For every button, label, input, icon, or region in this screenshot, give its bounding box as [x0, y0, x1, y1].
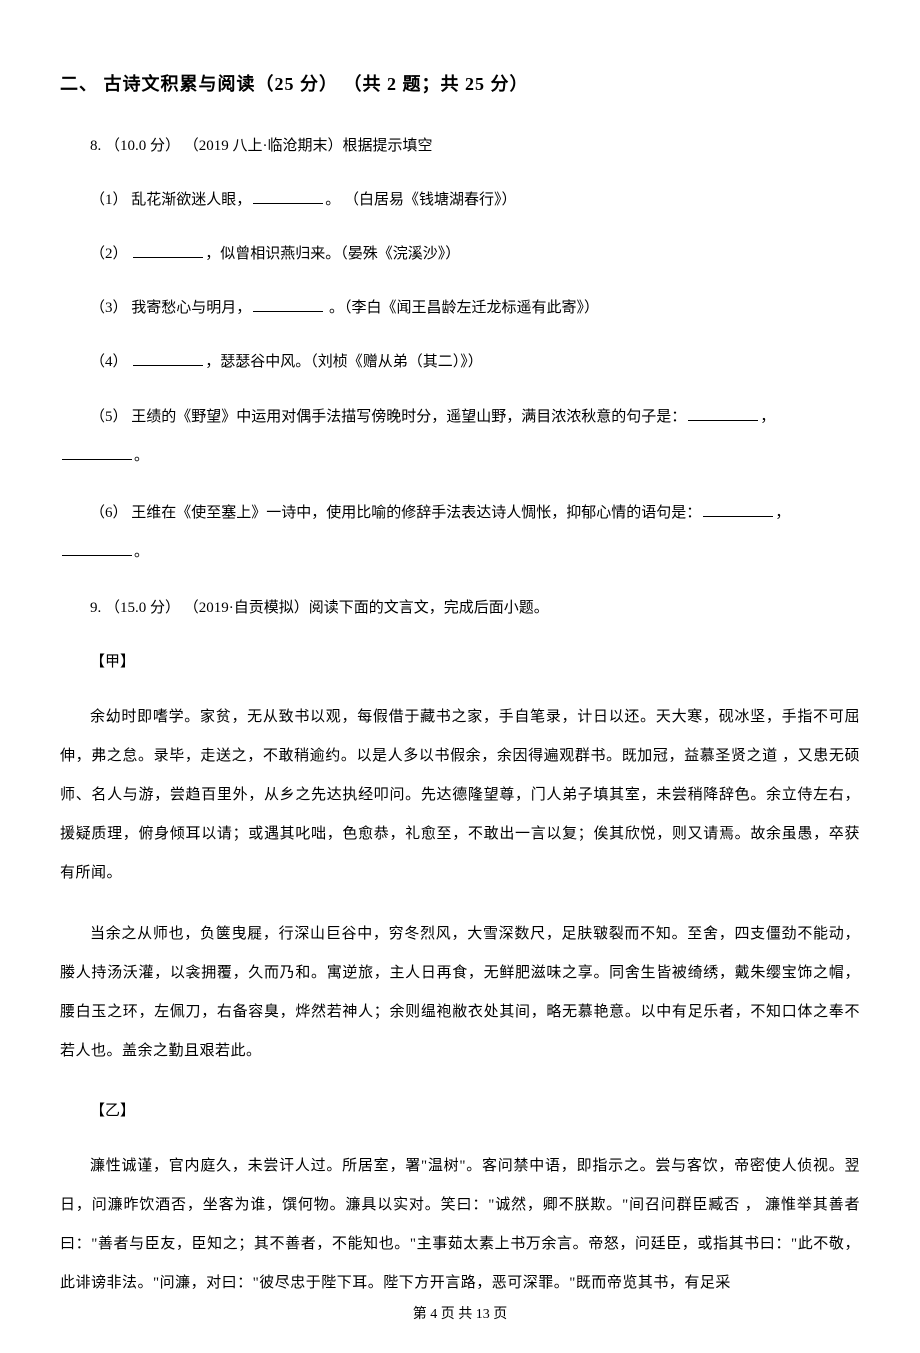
q8-sub-6: （6） 王维在《使至塞上》一诗中，使用比喻的修辞手法表达诗人惆怅，抑郁心情的语句… [60, 494, 860, 572]
question-8-header: 8. （10.0 分） （2019 八上·临沧期末）根据提示填空 [60, 128, 860, 164]
blank-input [133, 351, 203, 366]
passage-yi-p1: 濂性诚谨，官内庭久，未尝讦人过。所居室，署"温树"。客问禁中语，即指示之。尝与客… [60, 1147, 860, 1303]
q8-s2-post: ，似曾相识燕归来。（晏殊《浣溪沙》） [205, 246, 460, 262]
blank-input [253, 297, 323, 312]
blank-input [688, 406, 758, 421]
q8-s5-pre: （5） 王绩的《野望》中运用对偶手法描写傍晚时分，遥望山野，满目浓浓秋意的句子是… [90, 409, 686, 425]
section-heading: 二、 古诗文积累与阅读（25 分） （共 2 题；共 25 分） [60, 70, 860, 96]
question-9-header: 9. （15.0 分） （2019·自贡模拟）阅读下面的文言文，完成后面小题。 [60, 590, 860, 626]
q8-s5-mid: ， [760, 409, 775, 425]
blank-input [62, 541, 132, 556]
page-footer: 第 4 页 共 13 页 [60, 1303, 860, 1323]
q8-s3-pre: （3） 我寄愁心与明月， [90, 300, 251, 316]
q8-s4-pre: （4） [90, 354, 131, 370]
q8-sub-1: （1） 乱花渐欲迷人眼， 。 （白居易《钱塘湖春行》） [60, 182, 860, 218]
passage-label-jia: 【甲】 [60, 644, 860, 680]
q8-s2-pre: （2） [90, 246, 131, 262]
passage-jia-p1: 余幼时即嗜学。家贫，无从致书以观，每假借于藏书之家，手自笔录，计日以还。天大寒，… [60, 698, 860, 893]
q8-sub-4: （4） ，瑟瑟谷中风。（刘桢《赠从弟（其二）》） [60, 344, 860, 380]
q8-sub-3: （3） 我寄愁心与明月， 。（李白《闻王昌龄左迁龙标遥有此寄》） [60, 290, 860, 326]
q8-sub-5: （5） 王绩的《野望》中运用对偶手法描写傍晚时分，遥望山野，满目浓浓秋意的句子是… [60, 398, 860, 476]
blank-input [703, 502, 773, 517]
passage-label-yi: 【乙】 [60, 1093, 860, 1129]
q8-sub-2: （2） ，似曾相识燕归来。（晏殊《浣溪沙》） [60, 236, 860, 272]
blank-input [253, 189, 323, 204]
q8-s3-post: 。（李白《闻王昌龄左迁龙标遥有此寄》） [325, 300, 599, 316]
q8-s6-mid: ， [775, 505, 790, 521]
q8-s1-pre: （1） 乱花渐欲迷人眼， [90, 192, 251, 208]
blank-input [133, 243, 203, 258]
passage-jia-p2: 当余之从师也，负箧曳屣，行深山巨谷中，穷冬烈风，大雪深数尺，足肤皲裂而不知。至舍… [60, 915, 860, 1071]
q8-s6-end: 。 [134, 544, 149, 560]
q8-s6-pre: （6） 王维在《使至塞上》一诗中，使用比喻的修辞手法表达诗人惆怅，抑郁心情的语句… [90, 505, 701, 521]
q8-s1-post: 。 （白居易《钱塘湖春行》） [325, 192, 516, 208]
q8-s5-end: 。 [134, 448, 149, 464]
blank-input [62, 445, 132, 460]
q8-s4-post: ，瑟瑟谷中风。（刘桢《赠从弟（其二）》） [205, 354, 483, 370]
